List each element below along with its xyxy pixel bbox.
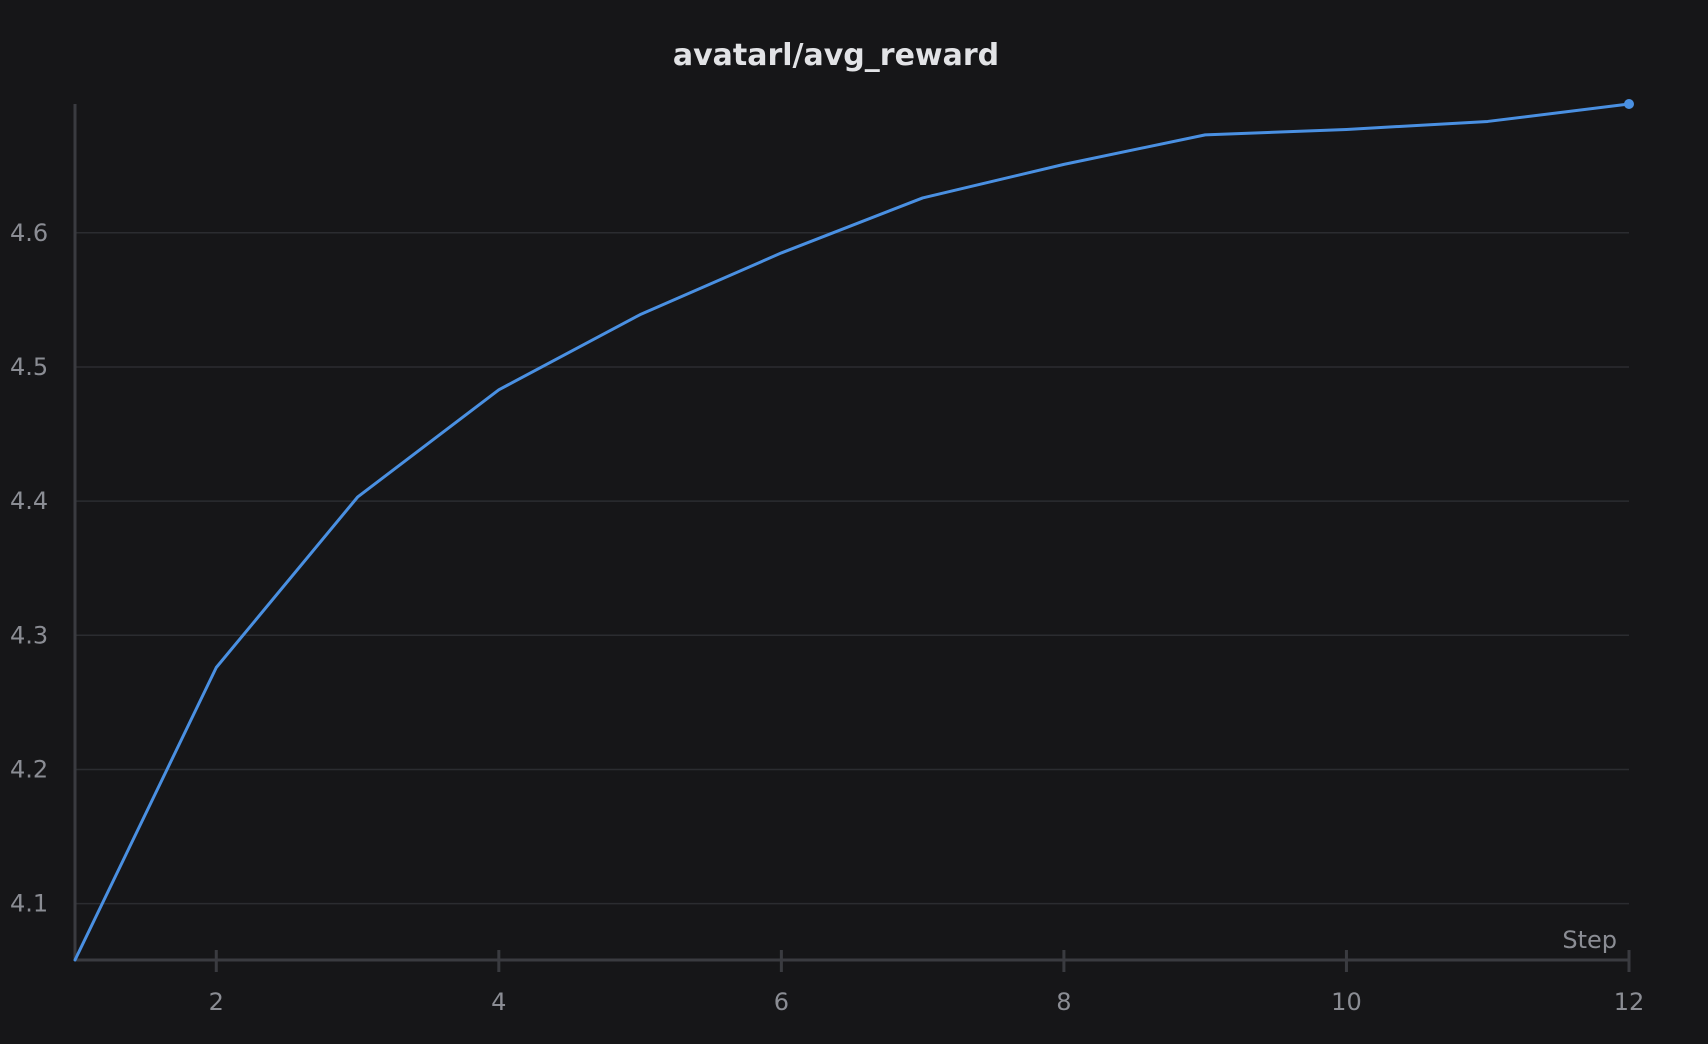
gridlines (75, 232, 1629, 905)
y-tick-label: 4.2 (10, 755, 48, 783)
series-layer (73, 99, 1634, 962)
x-tick-label: 12 (1614, 988, 1645, 1016)
y-tick-label: 4.3 (10, 621, 48, 649)
y-tick-label: 4.6 (10, 219, 48, 247)
series-line[interactable] (73, 102, 1631, 962)
x-tick-label: 8 (1056, 988, 1071, 1016)
tick-labels: 4.1 4.2 4.3 4.4 4.5 4.6 2 4 6 8 10 12 Step (10, 219, 1644, 1016)
y-tick-label: 4.1 (10, 890, 48, 918)
x-tick-label: 6 (774, 988, 789, 1016)
series-end-point[interactable] (1624, 99, 1634, 109)
y-tick-label: 4.5 (10, 353, 48, 381)
y-tick-label: 4.4 (10, 487, 48, 515)
x-tick-label: 4 (491, 988, 506, 1016)
chart-title: avatarl/avg_reward (672, 38, 1000, 73)
x-tick-label: 2 (209, 988, 224, 1016)
x-tick-label: 10 (1331, 988, 1362, 1016)
axes (73, 104, 1631, 972)
x-axis-title: Step (1562, 926, 1617, 954)
